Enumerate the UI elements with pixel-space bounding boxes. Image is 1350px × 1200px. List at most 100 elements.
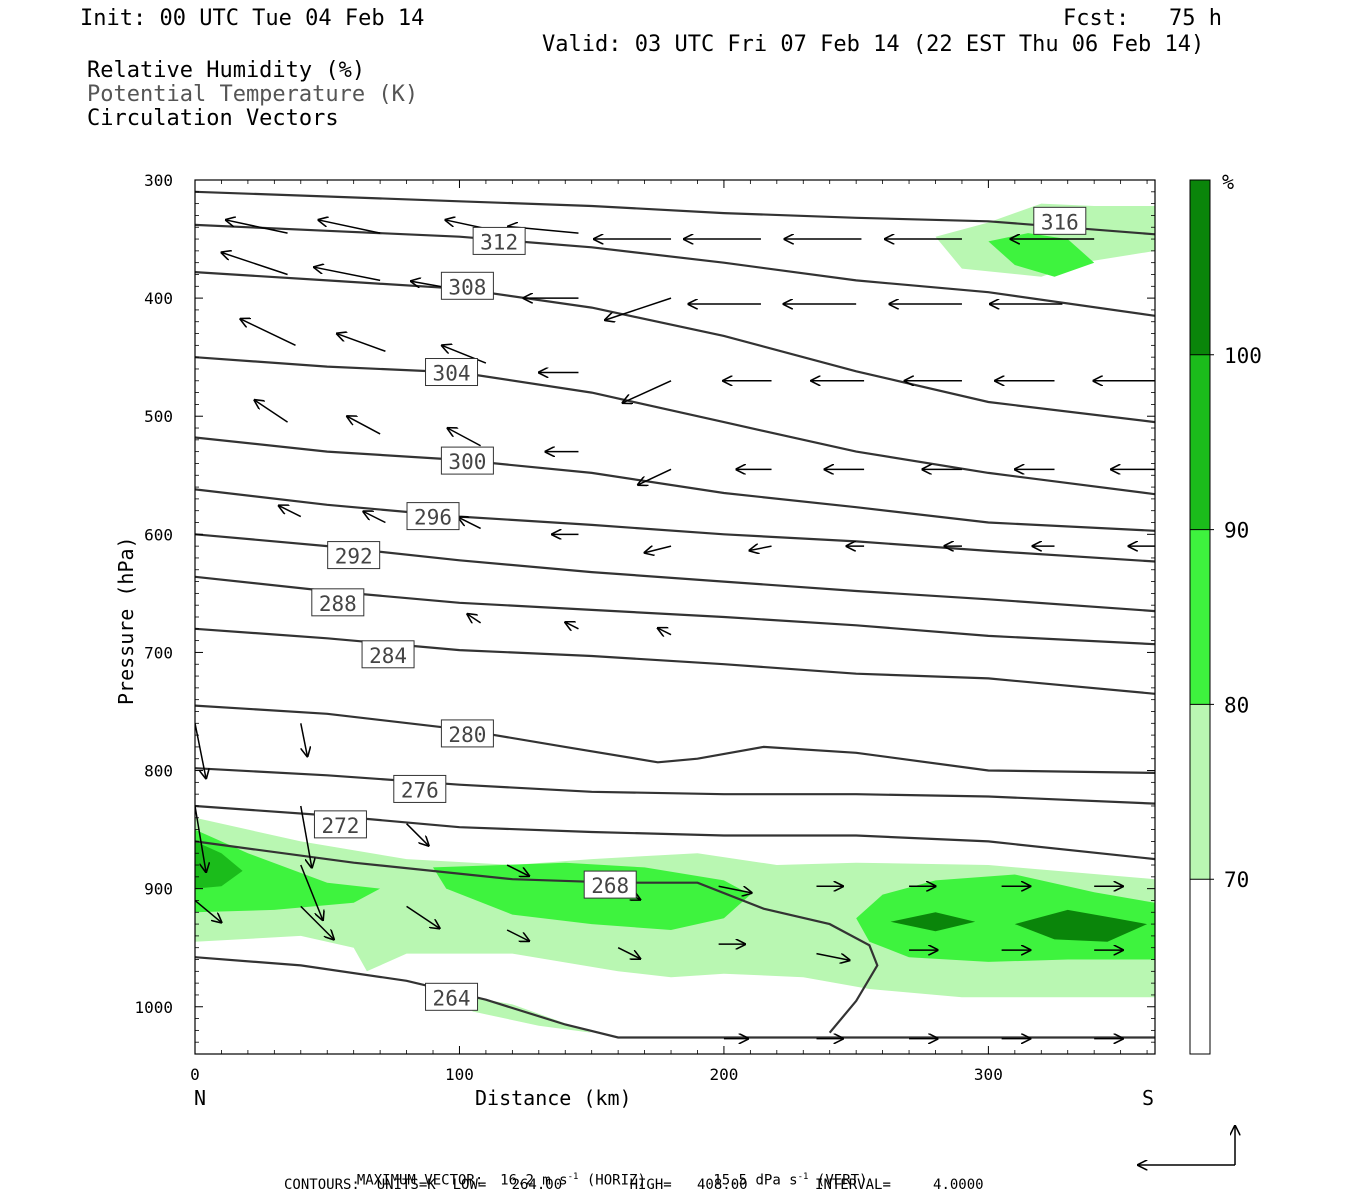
colorbar-frame: [1189, 179, 1211, 1055]
theta-label-box-288: [311, 588, 365, 617]
vector-arrow: [195, 723, 206, 778]
theta-label-276: 276: [401, 778, 439, 802]
max-vert-exp: -1: [797, 1172, 809, 1182]
vector-arrow: [195, 805, 206, 872]
vector-arrow: [442, 345, 487, 364]
rh-region-100: [890, 912, 976, 932]
vector-arrow: [506, 864, 529, 876]
colorbar: 70 80 90 100: [1189, 179, 1262, 1055]
theta-label-box-316: [1033, 206, 1087, 235]
south-end-label: S: [1142, 1086, 1154, 1110]
max-vert-tag: (VERT): [816, 1172, 868, 1189]
contour-labels: 264 268 272 276 280 284 288 292 296 300 304 308 312 3…: [311, 206, 1087, 1011]
x-axis-title: Distance (km): [475, 1086, 632, 1110]
valid-time: Valid: 03 UTC Fri 07 Feb 14 (22 EST Thu …: [542, 32, 1205, 57]
vector-arrow: [623, 380, 672, 403]
theta-label-308: 308: [448, 275, 486, 299]
vector-arrow: [565, 622, 579, 629]
theta-284: [195, 627, 1155, 695]
vector-arrow: [195, 899, 221, 922]
colorbar-segment: [1190, 879, 1210, 1054]
theta-276: [195, 767, 1155, 805]
y-tick-label: 900: [144, 880, 173, 899]
contours-info: CONTOURS: UNITS=K LOW= 264.00 HIGH= 408.…: [284, 1177, 984, 1193]
theta-268: [195, 840, 879, 1034]
colorbar-segment: [1190, 704, 1210, 880]
theta-label-box-304: [425, 358, 479, 387]
theta-label-316: 316: [1041, 210, 1079, 234]
theta-label-264: 264: [433, 986, 471, 1010]
vector-arrow: [718, 885, 752, 893]
theta-296: [195, 488, 1155, 563]
theta-label-box-312: [472, 226, 526, 255]
vector-arrow: [226, 220, 288, 234]
vector-arrow: [658, 628, 672, 635]
theta-label-box-264: [425, 982, 479, 1011]
field-theta-label: Potential Temperature (K): [87, 82, 419, 107]
y-axis-title: Pressure (hPa): [114, 536, 138, 705]
vector-arrow: [363, 512, 386, 524]
theta-label-284: 284: [369, 644, 407, 668]
colorbar-label: 80: [1224, 693, 1249, 717]
x-tick-label: 100: [445, 1065, 474, 1084]
vector-arrow: [240, 319, 296, 347]
theta-300: [195, 436, 1155, 532]
theta-label-box-280: [440, 719, 494, 748]
colorbar-label: 100: [1224, 344, 1262, 368]
vector-arrow: [279, 506, 302, 518]
field-rh-label: Relative Humidity (%): [87, 58, 366, 83]
theta-label-box-296: [406, 502, 460, 531]
theta-308: [195, 271, 1155, 424]
y-tick-label: 500: [144, 407, 173, 426]
theta-label-272: 272: [321, 814, 359, 838]
vector-arrow: [638, 468, 672, 484]
y-tick-label: 700: [144, 643, 173, 662]
vector-arrow: [222, 252, 288, 276]
theta-label-300: 300: [448, 450, 486, 474]
theta-312: [195, 223, 1155, 317]
vector-arrow: [467, 614, 482, 623]
vector-arrow: [406, 905, 440, 928]
rh-shading: [195, 203, 1155, 1033]
y-tick-label: 600: [144, 525, 173, 544]
theta-label-box-272: [313, 810, 367, 839]
rh-region-90: [195, 841, 243, 889]
x-tick-label: 0: [190, 1065, 200, 1084]
vector-arrow: [645, 546, 672, 553]
theta-label-292: 292: [335, 545, 373, 569]
y-tick-label: 1000: [134, 998, 173, 1017]
colorbar-label: 90: [1224, 519, 1249, 543]
max-vector-label: MAXIMUM VECTOR:: [356, 1172, 484, 1189]
y-tick-label: 800: [144, 762, 173, 781]
vector-arrow: [506, 929, 529, 941]
vector-arrow: [300, 723, 308, 756]
max-horiz-exp: -1: [567, 1172, 579, 1182]
theta-label-box-300: [440, 446, 494, 475]
rh-region-80: [195, 829, 381, 913]
axes: 300 400 500 600 700 800 900 1000 0 100 200 300: [134, 171, 1155, 1084]
colorbar-segment: [1190, 354, 1210, 530]
vector-arrow: [319, 220, 381, 234]
field-vectors-label: Circulation Vectors: [87, 106, 339, 131]
x-tick-label: 300: [974, 1065, 1003, 1084]
theta-280: [195, 704, 1155, 774]
theta-label-296: 296: [414, 506, 452, 530]
y-tick-label: 300: [144, 171, 173, 190]
y-tick-label: 400: [144, 289, 173, 308]
vector-arrow: [750, 546, 772, 550]
theta-label-304: 304: [433, 362, 471, 386]
vector-arrow: [300, 864, 323, 920]
vector-arrow: [448, 428, 481, 447]
theta-label-box-308: [440, 271, 494, 300]
max-vector-text: MAXIMUM VECTOR: 16.2 m s-1 (HORIZ) 15.5 …: [340, 1159, 868, 1189]
colorbar-segment: [1190, 529, 1210, 705]
vector-arrow: [337, 334, 386, 352]
theta-label-280: 280: [448, 723, 486, 747]
init-time: Init: 00 UTC Tue 04 Feb 14: [80, 6, 425, 31]
north-end-label: N: [194, 1086, 206, 1110]
max-horiz-value: 16.2 m s: [500, 1172, 568, 1189]
colorbar-segment: [1190, 180, 1210, 355]
rh-region-100: [1014, 909, 1148, 942]
max-horiz-tag: (HORIZ): [586, 1172, 646, 1189]
